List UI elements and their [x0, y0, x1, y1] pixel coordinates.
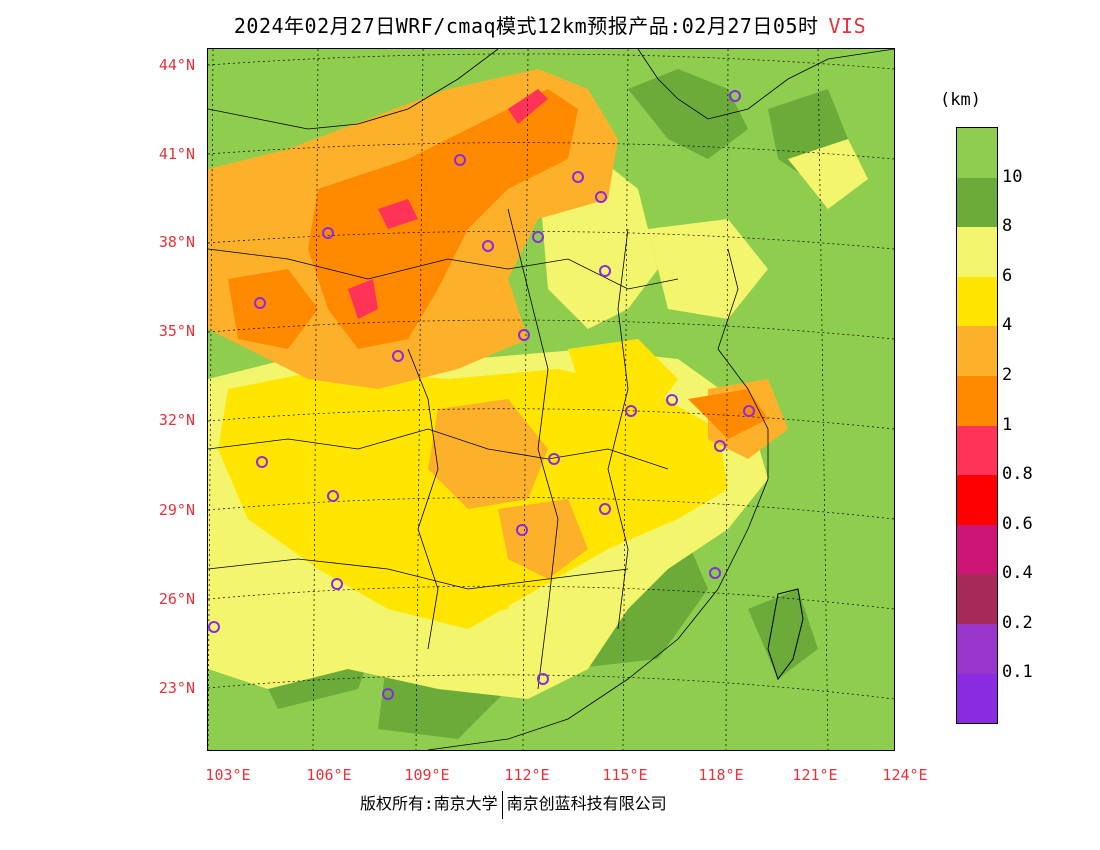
legend-swatch	[957, 574, 997, 624]
lat-label-35: 35°N	[158, 322, 195, 340]
legend-label: 6	[1002, 265, 1013, 286]
station-marker	[537, 673, 549, 685]
legend-label: 0.6	[1002, 513, 1033, 534]
legend-swatch	[957, 128, 997, 178]
legend-label: 2	[1002, 364, 1013, 385]
legend-label: 4	[1002, 315, 1013, 336]
station-marker	[254, 297, 266, 309]
station-marker	[572, 171, 584, 183]
map-canvas	[208, 49, 894, 750]
station-marker	[331, 578, 343, 590]
lon-label-118: 118°E	[698, 766, 744, 784]
station-marker	[392, 350, 404, 362]
station-marker	[532, 231, 544, 243]
lon-label-106: 106°E	[306, 766, 352, 784]
station-marker	[208, 621, 220, 633]
lon-label-103: 103°E	[205, 766, 251, 784]
legend-swatch	[957, 375, 997, 426]
station-marker	[729, 90, 741, 102]
station-marker	[327, 490, 339, 502]
station-markers	[208, 90, 755, 700]
station-marker	[666, 394, 678, 406]
taiwan-outline	[767, 588, 804, 681]
station-marker	[382, 688, 394, 700]
station-marker	[256, 456, 268, 468]
lon-label-124: 124°E	[882, 766, 928, 784]
visibility-1-2-region	[228, 89, 768, 439]
map-title: 2024年02月27日WRF/cmaq模式12km预报产品:02月27日05时 V…	[0, 10, 1100, 39]
legend-swatch	[957, 326, 997, 376]
legend-swatch	[957, 177, 997, 228]
station-marker	[709, 567, 721, 579]
legend-label: 1	[1002, 414, 1013, 435]
lat-label-44: 44°N	[158, 56, 195, 74]
legend-label: 0.8	[1002, 464, 1033, 485]
legend-label: 0.4	[1002, 563, 1033, 584]
lon-label-112: 112°E	[504, 766, 550, 784]
legend-swatch	[957, 673, 997, 724]
lat-label-38: 38°N	[158, 233, 195, 251]
lat-label-29: 29°N	[158, 501, 195, 519]
visibility-map	[207, 48, 895, 751]
station-marker	[599, 265, 611, 277]
lat-label-41: 41°N	[158, 145, 195, 163]
station-marker	[322, 227, 334, 239]
lon-label-121: 121°E	[792, 766, 838, 784]
lat-label-26: 26°N	[158, 590, 195, 608]
legend-unit: (km)	[940, 90, 981, 110]
lat-label-32: 32°N	[158, 411, 195, 429]
station-marker	[743, 405, 755, 417]
station-marker	[599, 503, 611, 515]
lon-label-115: 115°E	[602, 766, 648, 784]
title-variable: VIS	[828, 14, 867, 38]
copyright-right: 南京创蓝科技有限公司	[506, 794, 667, 813]
legend-swatch	[957, 623, 997, 674]
station-marker	[625, 405, 637, 417]
station-marker	[482, 240, 494, 252]
station-marker	[516, 524, 528, 536]
boundary-lines	[208, 49, 894, 750]
station-marker	[454, 154, 466, 166]
legend-colorbar	[956, 127, 998, 724]
legend-swatch	[957, 227, 997, 277]
station-marker	[595, 191, 607, 203]
legend-label: 8	[1002, 216, 1013, 237]
graticule	[208, 49, 894, 750]
legend-label: 0.1	[1002, 662, 1033, 683]
station-marker	[548, 453, 560, 465]
footer-separator	[501, 790, 503, 819]
visibility-0.8-1-region	[348, 89, 548, 319]
lat-label-23: 23°N	[158, 679, 195, 697]
legend-swatch	[957, 425, 997, 476]
station-marker	[518, 329, 530, 341]
legend-label: 0.2	[1002, 612, 1033, 633]
copyright-footer: 版权所有:南京大学 南京创蓝科技有限公司	[360, 790, 667, 819]
legend-swatch	[957, 475, 997, 525]
legend-swatch	[957, 276, 997, 327]
station-marker	[714, 440, 726, 452]
legend-swatch	[957, 524, 997, 575]
legend-label: 10	[1002, 166, 1023, 187]
title-main: 2024年02月27日WRF/cmaq模式12km预报产品:02月27日05时	[233, 14, 819, 38]
lon-label-109: 109°E	[404, 766, 450, 784]
copyright-left: 版权所有:南京大学	[360, 794, 498, 813]
